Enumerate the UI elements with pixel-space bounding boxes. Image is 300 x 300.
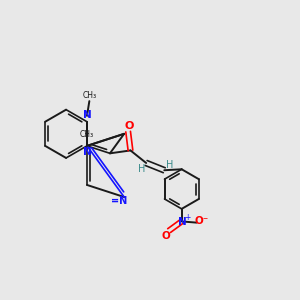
Text: H: H bbox=[166, 160, 173, 170]
Text: CH₃: CH₃ bbox=[83, 91, 97, 100]
Text: N: N bbox=[83, 147, 92, 158]
Text: =N: =N bbox=[111, 196, 127, 206]
Text: N: N bbox=[83, 110, 92, 120]
Text: +: + bbox=[184, 213, 191, 222]
Text: N: N bbox=[178, 217, 187, 227]
Text: CH₃: CH₃ bbox=[80, 130, 94, 139]
Text: O: O bbox=[162, 231, 170, 241]
Text: H: H bbox=[138, 164, 145, 174]
Text: O: O bbox=[124, 121, 134, 131]
Text: O⁻: O⁻ bbox=[194, 216, 208, 226]
